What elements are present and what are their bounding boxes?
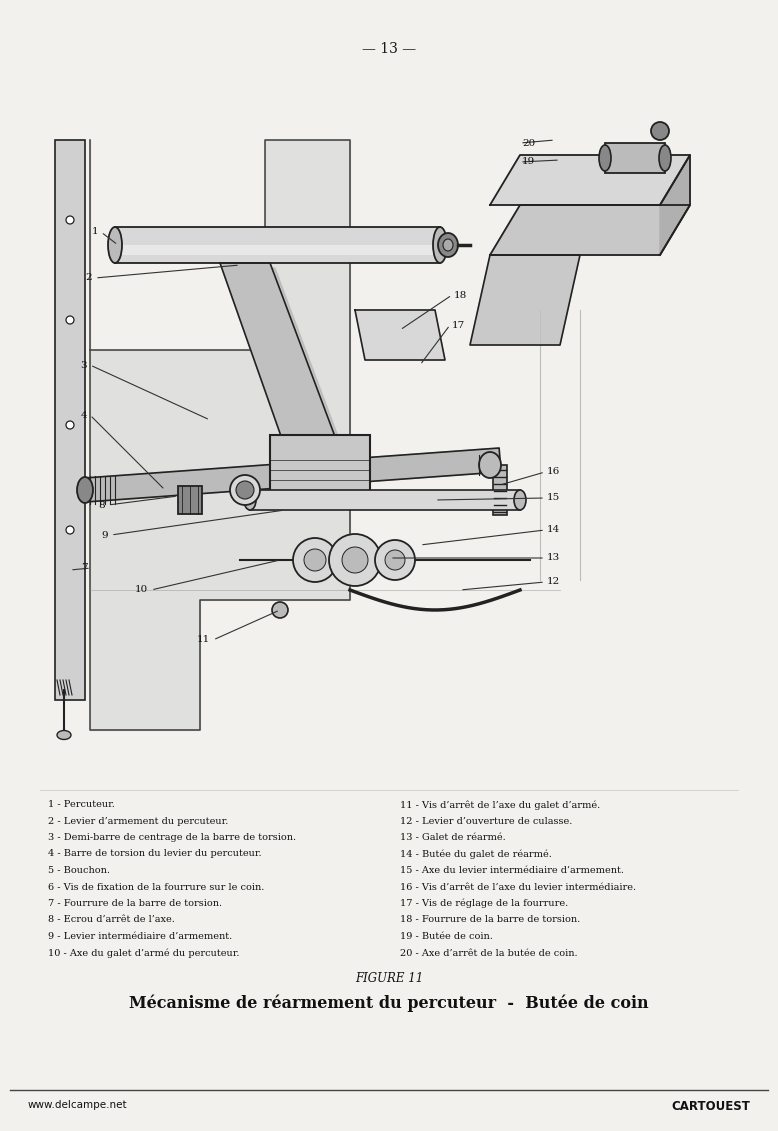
Text: 17 - Vis de réglage de la fourrure.: 17 - Vis de réglage de la fourrure.: [400, 899, 568, 908]
Bar: [250, 490, 520, 510]
Ellipse shape: [659, 145, 671, 171]
Text: 7 - Fourrure de la barre de torsion.: 7 - Fourrure de la barre de torsion.: [48, 899, 223, 908]
Text: 16: 16: [547, 467, 560, 476]
Ellipse shape: [514, 490, 526, 510]
Ellipse shape: [244, 490, 256, 510]
Ellipse shape: [66, 421, 74, 429]
Ellipse shape: [443, 239, 453, 251]
Text: 8: 8: [98, 501, 105, 509]
Text: 12: 12: [547, 578, 560, 587]
Text: 9 - Levier intermédiaire d’armement.: 9 - Levier intermédiaire d’armement.: [48, 932, 233, 941]
Ellipse shape: [385, 550, 405, 570]
Text: 19: 19: [522, 157, 535, 166]
Ellipse shape: [329, 534, 381, 586]
Text: 20: 20: [522, 138, 535, 147]
Text: 2: 2: [86, 274, 92, 283]
Text: — 13 —: — 13 —: [362, 42, 416, 57]
Text: 7: 7: [82, 563, 88, 572]
Text: 20 - Axe d’arrêt de la butée de coin.: 20 - Axe d’arrêt de la butée de coin.: [400, 949, 577, 958]
Ellipse shape: [438, 233, 458, 257]
Text: FIGURE 11: FIGURE 11: [355, 972, 423, 985]
Text: 17: 17: [452, 320, 465, 329]
Text: 2 - Levier d’armement du percuteur.: 2 - Levier d’armement du percuteur.: [48, 817, 229, 826]
Text: 4: 4: [80, 411, 87, 420]
Ellipse shape: [77, 477, 93, 503]
Ellipse shape: [293, 538, 337, 582]
Ellipse shape: [57, 731, 71, 740]
Bar: [270, 435, 370, 506]
Ellipse shape: [342, 547, 368, 573]
Polygon shape: [660, 155, 690, 254]
Text: 3: 3: [80, 361, 87, 370]
Text: 6 - Vis de fixation de la fourrure sur le coin.: 6 - Vis de fixation de la fourrure sur l…: [48, 882, 265, 891]
Ellipse shape: [304, 549, 326, 571]
Bar: [178, 486, 202, 513]
Text: 15 - Axe du levier intermédiaire d’armement.: 15 - Axe du levier intermédiaire d’armem…: [400, 866, 624, 875]
Polygon shape: [90, 140, 350, 729]
Text: 4 - Barre de torsion du levier du percuteur.: 4 - Barre de torsion du levier du percut…: [48, 849, 261, 858]
Text: 11 - Vis d’arrêt de l’axe du galet d’armé.: 11 - Vis d’arrêt de l’axe du galet d’arm…: [400, 800, 601, 810]
Text: 1: 1: [91, 227, 98, 236]
Bar: [55, 140, 85, 700]
Text: 13: 13: [547, 553, 560, 562]
Ellipse shape: [272, 602, 288, 618]
Text: 11: 11: [197, 636, 210, 645]
Polygon shape: [490, 155, 690, 205]
Ellipse shape: [66, 216, 74, 224]
Ellipse shape: [66, 526, 74, 534]
Ellipse shape: [66, 316, 74, 323]
Text: www.delcampe.net: www.delcampe.net: [28, 1100, 128, 1110]
Ellipse shape: [108, 227, 122, 264]
Text: 18: 18: [454, 291, 468, 300]
Polygon shape: [355, 310, 445, 360]
Polygon shape: [490, 205, 690, 254]
Text: 14: 14: [547, 526, 560, 535]
Bar: [115, 227, 440, 264]
Polygon shape: [84, 448, 501, 502]
Text: 10 - Axe du galet d’armé du percuteur.: 10 - Axe du galet d’armé du percuteur.: [48, 949, 240, 958]
Bar: [605, 143, 665, 173]
Text: 3 - Demi-barre de centrage de la barre de torsion.: 3 - Demi-barre de centrage de la barre d…: [48, 834, 296, 841]
Text: 19 - Butée de coin.: 19 - Butée de coin.: [400, 932, 493, 941]
Text: 5 - Bouchon.: 5 - Bouchon.: [48, 866, 110, 875]
Text: Mécanisme de réarmement du percuteur  -  Butée de coin: Mécanisme de réarmement du percuteur - B…: [129, 994, 649, 1011]
Text: 14 - Butée du galet de réarmé.: 14 - Butée du galet de réarmé.: [400, 849, 552, 860]
Text: 18 - Fourrure de la barre de torsion.: 18 - Fourrure de la barre de torsion.: [400, 915, 580, 924]
Bar: [493, 465, 507, 515]
Text: 1 - Percuteur.: 1 - Percuteur.: [48, 800, 115, 809]
Ellipse shape: [599, 145, 611, 171]
Text: 10: 10: [135, 586, 148, 595]
Text: 12 - Levier d’ouverture de culasse.: 12 - Levier d’ouverture de culasse.: [400, 817, 573, 826]
Text: 15: 15: [547, 493, 560, 502]
Text: CARTOUEST: CARTOUEST: [671, 1100, 750, 1113]
Ellipse shape: [236, 481, 254, 499]
Polygon shape: [225, 268, 360, 495]
Text: 13 - Galet de réarmé.: 13 - Galet de réarmé.: [400, 834, 506, 841]
Text: 9: 9: [101, 530, 108, 539]
Ellipse shape: [651, 122, 669, 140]
Polygon shape: [470, 254, 580, 345]
Ellipse shape: [230, 475, 260, 506]
Text: 16 - Vis d’arrêt de l’axe du levier intermédiaire.: 16 - Vis d’arrêt de l’axe du levier inte…: [400, 882, 636, 891]
Polygon shape: [220, 264, 355, 490]
Bar: [120, 245, 435, 254]
Ellipse shape: [479, 452, 501, 478]
Ellipse shape: [375, 539, 415, 580]
Text: 8 - Ecrou d’arrêt de l’axe.: 8 - Ecrou d’arrêt de l’axe.: [48, 915, 175, 924]
Ellipse shape: [433, 227, 447, 264]
